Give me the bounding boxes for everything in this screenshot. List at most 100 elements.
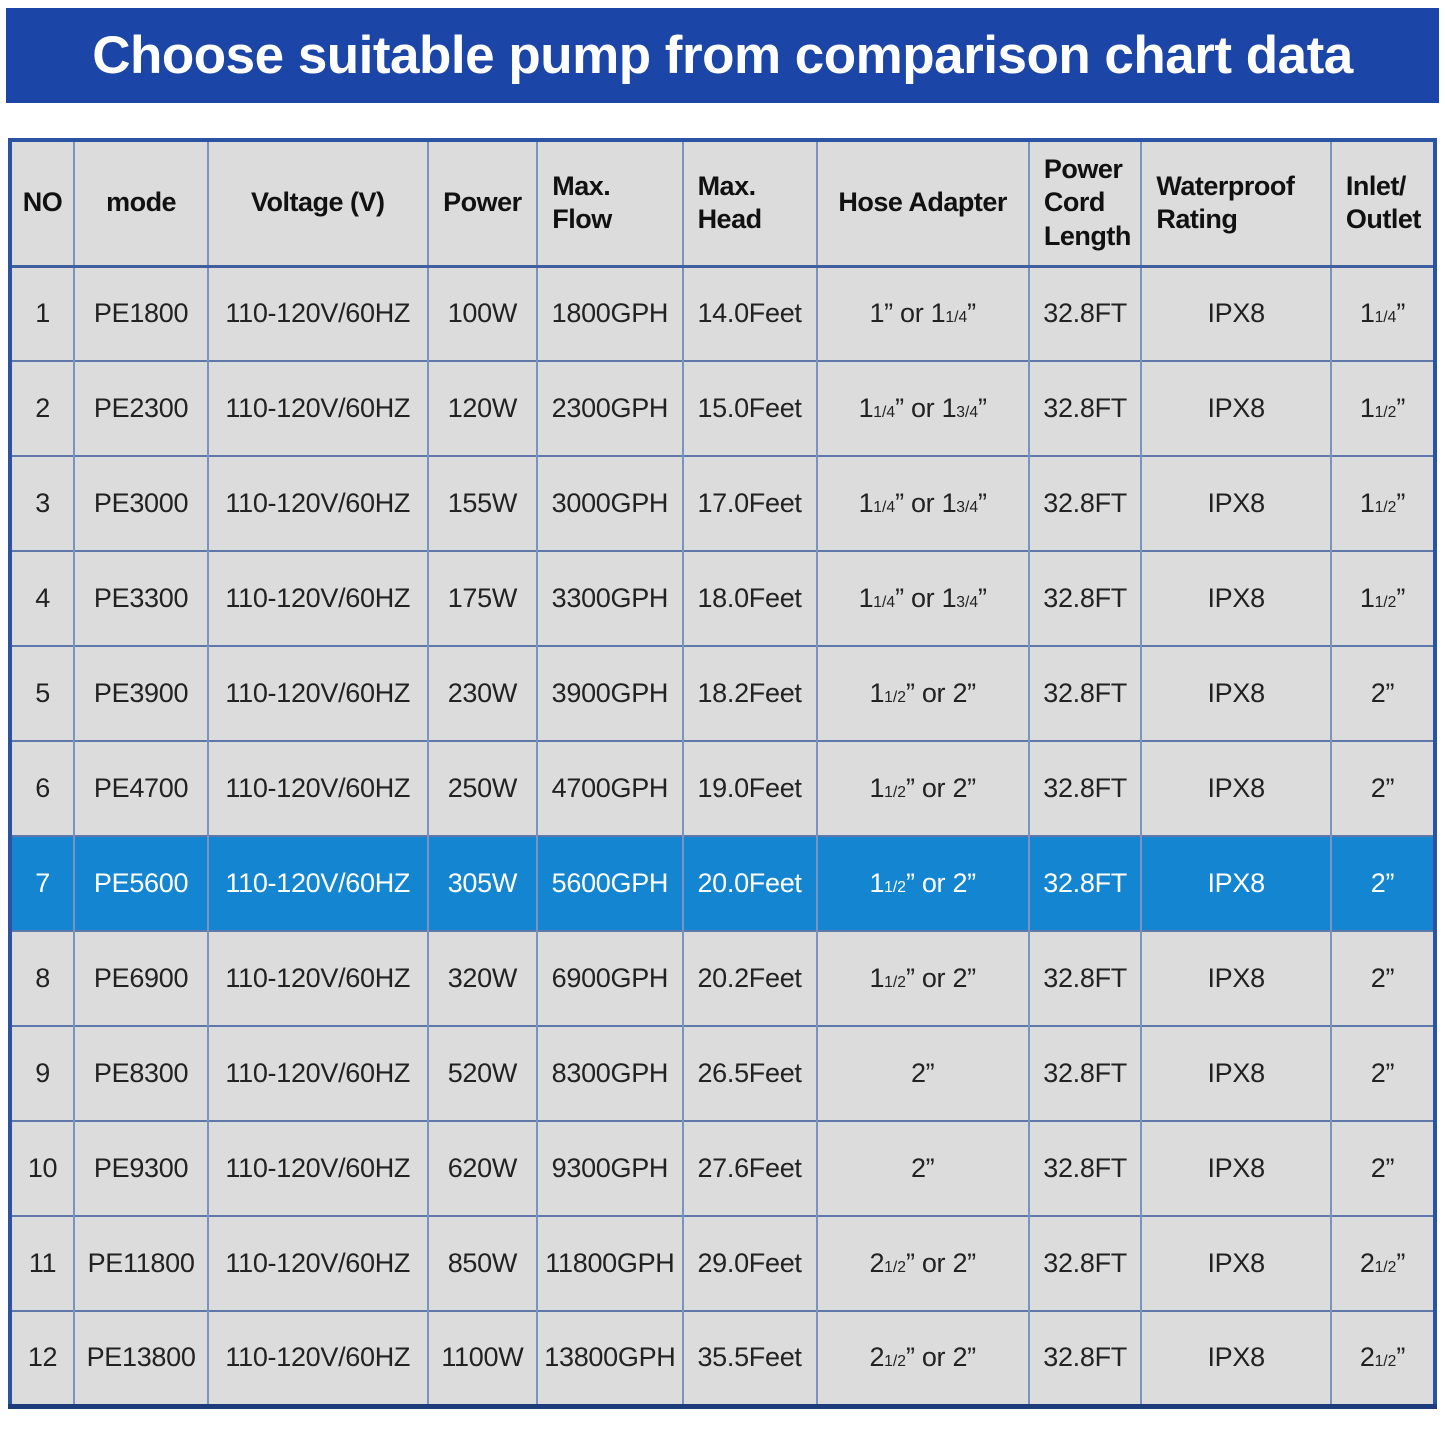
- table-row-pe5600: 7 PE5600 110-120V/60HZ 305W 5600GPH 20.0Feet 1…: [10, 835, 1435, 931]
- table-row-pe3900: 5 PE3900 110-120V/60HZ 230W 3900GPH 18.2Feet 1…: [10, 645, 1435, 741]
- cell-mode: PE6900: [73, 930, 209, 1026]
- fraction-text: 1/4: [1374, 309, 1397, 327]
- cell-mode: PE13800: [73, 1310, 209, 1406]
- cell-waterproof_rating: IPX8: [1140, 1120, 1331, 1216]
- fraction-text: 3/4: [956, 594, 979, 611]
- cell-mode: PE3300: [73, 550, 209, 646]
- cell-no: 8: [10, 930, 75, 1026]
- cell-power_cord_length: 32.8FT: [1027, 550, 1142, 646]
- cell-power: 850W: [426, 1215, 538, 1311]
- cell-power: 155W: [426, 455, 538, 551]
- fraction-text: 1/4: [945, 309, 968, 327]
- cell-voltage: 110-120V/60HZ: [207, 1215, 428, 1311]
- cell-no: 9: [10, 1025, 75, 1121]
- cell-voltage: 110-120V/60HZ: [207, 550, 428, 646]
- cell-hose_adapter: 2”: [815, 1120, 1029, 1216]
- cell-max_flow: 13800GPH: [536, 1310, 683, 1406]
- cell-max_head: 14.0Feet: [681, 266, 817, 361]
- cell-inlet_outlet: 11/2”: [1329, 455, 1435, 551]
- cell-power: 305W: [426, 835, 538, 931]
- cell-no: 12: [10, 1310, 75, 1406]
- cell-waterproof_rating: IPX8: [1140, 455, 1331, 551]
- col-header-voltage: Voltage (V): [207, 140, 428, 268]
- table-header: NO mode Voltage (V) Power Max. Flow Max. Head…: [10, 140, 1435, 268]
- fraction-text: 1/2: [1374, 404, 1397, 421]
- cell-inlet_outlet: 21/2”: [1329, 1215, 1435, 1311]
- cell-waterproof_rating: IPX8: [1140, 550, 1331, 646]
- fraction-text: 1/4: [873, 499, 896, 516]
- cell-hose_adapter: 21/2” or 2”: [815, 1310, 1029, 1406]
- cell-max_flow: 2300GPH: [536, 360, 683, 456]
- cell-waterproof_rating: IPX8: [1140, 360, 1331, 456]
- cell-inlet_outlet: 2”: [1329, 1120, 1435, 1216]
- cell-power: 230W: [426, 645, 538, 741]
- cell-inlet_outlet: 2”: [1329, 645, 1435, 741]
- cell-power_cord_length: 32.8FT: [1027, 1310, 1142, 1406]
- cell-max_head: 27.6Feet: [681, 1120, 817, 1216]
- cell-max_flow: 11800GPH: [536, 1215, 683, 1311]
- pump-comparison-table: NO mode Voltage (V) Power Max. Flow Max. Head…: [8, 138, 1437, 1409]
- fraction-text: 3/4: [956, 404, 979, 421]
- cell-inlet_outlet: 2”: [1329, 740, 1435, 836]
- fraction-text: 1/2: [884, 1353, 906, 1371]
- cell-no: 11: [10, 1215, 75, 1311]
- table-row-pe3000: 3 PE3000 110-120V/60HZ 155W 3000GPH 17.0Feet 1…: [10, 455, 1435, 551]
- cell-max_flow: 5600GPH: [536, 835, 683, 931]
- table-row-pe6900: 8 PE6900 110-120V/60HZ 320W 6900GPH 20.2Feet 1…: [10, 930, 1435, 1026]
- cell-power_cord_length: 32.8FT: [1027, 930, 1142, 1026]
- fraction-text: 1/2: [1374, 1259, 1397, 1276]
- cell-mode: PE8300: [73, 1025, 209, 1121]
- cell-max_head: 20.2Feet: [681, 930, 817, 1026]
- col-header-power_cord_length: Power Cord Length: [1027, 140, 1142, 268]
- cell-waterproof_rating: IPX8: [1140, 266, 1331, 361]
- cell-no: 2: [10, 360, 75, 456]
- cell-max_flow: 4700GPH: [536, 740, 683, 836]
- col-header-max_head: Max. Head: [681, 140, 817, 268]
- cell-max_head: 35.5Feet: [681, 1310, 817, 1406]
- col-header-power: Power: [426, 140, 538, 268]
- comparison-table-container: NO mode Voltage (V) Power Max. Flow Max. Head…: [8, 138, 1437, 1409]
- cell-inlet_outlet: 2”: [1329, 835, 1435, 931]
- cell-voltage: 110-120V/60HZ: [207, 645, 428, 741]
- cell-voltage: 110-120V/60HZ: [207, 740, 428, 836]
- cell-hose_adapter: 11/4” or 13/4”: [815, 455, 1029, 551]
- fraction-text: 3/4: [956, 499, 979, 516]
- cell-max_flow: 9300GPH: [536, 1120, 683, 1216]
- table-row-pe2300: 2 PE2300 110-120V/60HZ 120W 2300GPH 15.0Feet 1…: [10, 360, 1435, 456]
- cell-no: 6: [10, 740, 75, 836]
- fraction-text: 1/2: [884, 689, 906, 706]
- fraction-text: 1/2: [1374, 1353, 1397, 1371]
- cell-inlet_outlet: 11/2”: [1329, 550, 1435, 646]
- cell-hose_adapter: 11/4” or 13/4”: [815, 360, 1029, 456]
- cell-power: 620W: [426, 1120, 538, 1216]
- cell-mode: PE2300: [73, 360, 209, 456]
- table-row-pe4700: 6 PE4700 110-120V/60HZ 250W 4700GPH 19.0Feet 1…: [10, 740, 1435, 836]
- cell-inlet_outlet: 11/2”: [1329, 360, 1435, 456]
- fraction-text: 1/2: [1374, 499, 1397, 516]
- cell-hose_adapter: 11/4” or 13/4”: [815, 550, 1029, 646]
- fraction-text: 1/2: [884, 879, 906, 896]
- col-header-inlet_outlet: Inlet/ Outlet: [1329, 140, 1435, 268]
- cell-mode: PE5600: [73, 835, 209, 931]
- cell-max_head: 26.5Feet: [681, 1025, 817, 1121]
- cell-no: 1: [35, 298, 50, 329]
- cell-no: 3: [10, 455, 75, 551]
- cell-hose_adapter: 11/2” or 2”: [815, 835, 1029, 931]
- cell-power: 175W: [426, 550, 538, 646]
- cell-waterproof_rating: IPX8: [1140, 645, 1331, 741]
- fraction-text: 1/2: [884, 1259, 906, 1276]
- cell-no: 4: [10, 550, 75, 646]
- cell-max_head: 17.0Feet: [681, 455, 817, 551]
- fraction-text: 1/2: [884, 974, 906, 991]
- cell-waterproof_rating: IPX8: [1140, 1025, 1331, 1121]
- fraction-text: 1/4: [873, 594, 896, 611]
- cell-voltage: 110-120V/60HZ: [207, 266, 428, 361]
- table-row-pe9300: 10 PE9300 110-120V/60HZ 620W 9300GPH 27.6Feet…: [10, 1120, 1435, 1216]
- cell-max_head: 29.0Feet: [681, 1215, 817, 1311]
- cell-max_head: 18.0Feet: [681, 550, 817, 646]
- cell-voltage: 110-120V/60HZ: [207, 455, 428, 551]
- page-title: Choose suitable pump from comparison cha…: [92, 26, 1353, 85]
- cell-mode: PE3000: [73, 455, 209, 551]
- cell-power_cord_length: 32.8FT: [1027, 645, 1142, 741]
- col-header-mode: mode: [73, 140, 209, 268]
